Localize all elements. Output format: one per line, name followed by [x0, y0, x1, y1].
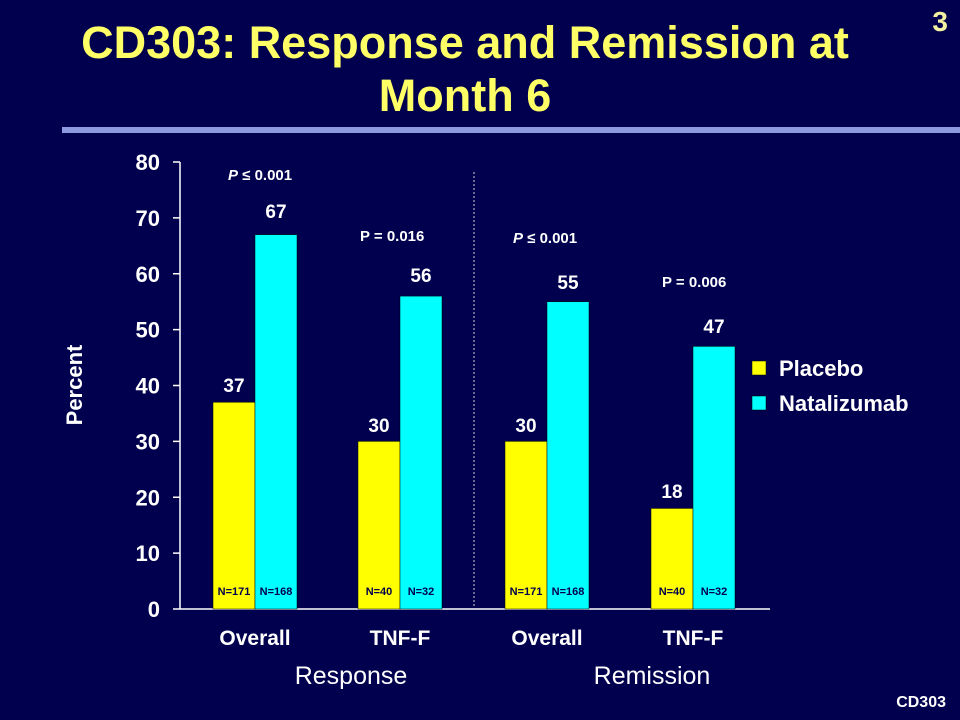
- slide-number: 3: [932, 6, 948, 37]
- slide-title: CD303: Response and Remission at Month 6: [50, 16, 880, 122]
- y-tick-label: 70: [136, 206, 160, 231]
- n-label: N=168: [260, 586, 293, 598]
- title-line-2: Month 6: [378, 70, 552, 121]
- title-divider: [62, 127, 960, 133]
- bar-natalizumab: [692, 346, 736, 610]
- x-tick-label: TNF-F: [370, 627, 431, 650]
- title-line-1: CD303: Response and Remission at: [81, 17, 849, 68]
- group-label: Response: [295, 662, 408, 690]
- bar-placebo: [357, 441, 401, 610]
- p-value-label: P ≤ 0.001: [513, 230, 577, 247]
- bar-value-label: 18: [661, 482, 682, 503]
- bar-placebo: [212, 402, 256, 610]
- bar-value-label: 56: [410, 266, 431, 287]
- n-label: N=171: [510, 586, 543, 598]
- bar-natalizumab: [254, 234, 298, 610]
- x-tick-label: TNF-F: [663, 627, 724, 650]
- y-tick-label: 40: [136, 374, 160, 399]
- y-tick-label: 80: [136, 150, 160, 175]
- n-label: N=171: [218, 586, 251, 598]
- x-tick-label: Overall: [219, 627, 290, 650]
- bar-value-label: 47: [703, 317, 724, 338]
- y-axis-title: Percent: [62, 344, 87, 425]
- y-tick-label: 30: [136, 429, 160, 454]
- n-label: N=40: [659, 586, 686, 598]
- y-tick-label: 50: [136, 318, 160, 343]
- n-label: N=32: [701, 586, 728, 598]
- p-value-label: P ≤ 0.001: [228, 167, 292, 184]
- y-tick-label: 20: [136, 485, 160, 510]
- legend-swatch: [751, 395, 767, 411]
- bar-placebo: [650, 508, 694, 610]
- legend-label: Natalizumab: [779, 391, 909, 416]
- bar-value-label: 67: [265, 202, 286, 223]
- y-tick-label: 60: [136, 262, 160, 287]
- legend-swatch: [751, 360, 767, 376]
- p-value-label: P = 0.016: [360, 228, 424, 245]
- n-label: N=168: [552, 586, 585, 598]
- legend-label: Placebo: [779, 356, 863, 381]
- bar-value-label: 37: [223, 376, 244, 397]
- n-label: N=40: [366, 586, 393, 598]
- p-value-label: P = 0.006: [662, 274, 726, 291]
- bar-value-label: 30: [368, 416, 389, 437]
- x-tick-label: Overall: [511, 627, 582, 650]
- footer-code: CD303: [896, 694, 946, 711]
- y-tick-label: 10: [136, 541, 160, 566]
- bar-value-label: 55: [557, 273, 579, 294]
- bar-natalizumab: [399, 295, 443, 610]
- group-label: Remission: [594, 662, 711, 690]
- bar-value-label: 30: [515, 416, 536, 437]
- n-label: N=32: [408, 586, 435, 598]
- bar-natalizumab: [546, 301, 590, 610]
- bar-placebo: [504, 441, 548, 610]
- y-tick-label: 0: [148, 597, 160, 622]
